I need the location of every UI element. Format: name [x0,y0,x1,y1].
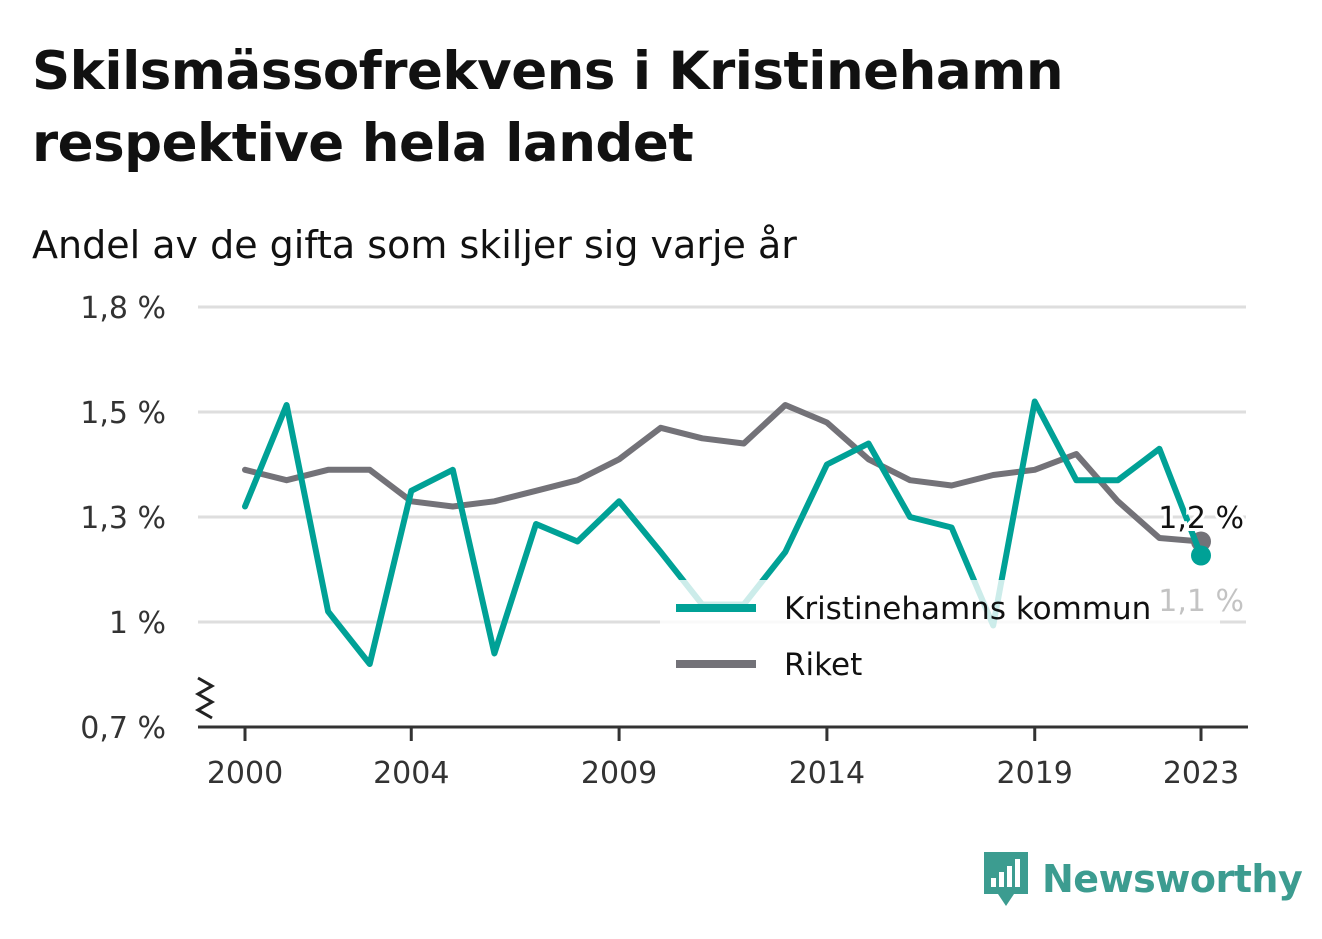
newsworthy-logo-text: Newsworthy [1042,857,1303,901]
newsworthy-logo-icon [984,852,1028,906]
end-labels: 1,2 % 1,1 % [1155,498,1247,619]
end-label-kristinehamn: 1,1 % [1158,584,1244,619]
x-tick-label: 2009 [581,756,657,791]
x-axis: 2000 2004 2009 2014 2019 2023 [198,725,1248,791]
x-tick-label: 2023 [1163,756,1239,791]
y-tick-label: 1,8 % [80,291,166,326]
y-tick-label: 1,5 % [80,396,166,431]
end-point-marker [1191,545,1211,566]
axis-break-icon [194,676,216,720]
legend-label: Kristinehamns kommun [784,591,1151,627]
y-tick-label: 1 % [109,606,166,641]
legend-label: Riket [784,647,862,683]
x-tick-label: 2004 [373,756,449,791]
chart-title: Skilsmässofrekvens i Kristinehamn respek… [32,41,1064,174]
legend: Kristinehamns kommun Riket [660,580,1220,690]
chart-subtitle: Andel av de gifta som skiljer sig varje … [32,223,797,267]
y-axis: 0,7 % 1 % 1,3 % 1,5 % 1,8 % [80,291,166,746]
x-tick-label: 2019 [997,756,1073,791]
x-tick-label: 2000 [207,756,283,791]
x-tick-label: 2014 [789,756,865,791]
end-label-riket: 1,2 % [1158,501,1244,536]
y-tick-label: 1,3 % [80,501,166,536]
series-line-riket [242,402,1204,545]
y-tick-label: 0,7 % [80,711,166,746]
newsworthy-logo: Newsworthy [980,848,1303,910]
legend-background [660,580,1220,690]
